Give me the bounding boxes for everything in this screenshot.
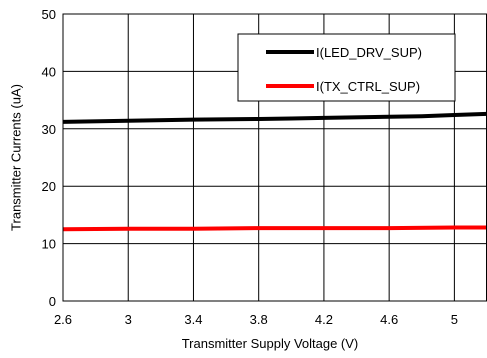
- series-line-1: [62, 225, 487, 232]
- x-tick-label: 3.4: [184, 312, 202, 327]
- x-tick-label: 5: [451, 312, 458, 327]
- y-tick-label: 0: [49, 294, 56, 309]
- y-tick-label: 10: [42, 237, 56, 252]
- series-lines: [62, 111, 487, 232]
- y-tick-label: 40: [42, 64, 56, 79]
- x-tick-label: 3: [125, 312, 132, 327]
- y-tick-label: 30: [42, 122, 56, 137]
- x-tick-label: 4.2: [315, 312, 333, 327]
- legend-box: [237, 33, 456, 102]
- y-axis-ticks: 0 10 20 30 40 50: [42, 7, 56, 309]
- x-tick-label: 2.6: [54, 312, 72, 327]
- x-tick-label: 4.6: [380, 312, 398, 327]
- series-line-0: [62, 111, 487, 124]
- y-tick-label: 50: [42, 7, 56, 22]
- legend-label-led-drv-sup: I(LED_DRV_SUP): [316, 45, 422, 60]
- legend-label-tx-ctrl-sup: I(TX_CTRL_SUP): [316, 79, 420, 94]
- x-axis-title: Transmitter Supply Voltage (V): [182, 336, 359, 351]
- x-tick-label: 3.8: [250, 312, 268, 327]
- y-axis-title: Transmitter Currents (uA): [9, 84, 24, 231]
- x-axis-ticks: 2.6 3 3.4 3.8 4.2 4.6 5: [54, 312, 458, 327]
- y-tick-label: 20: [42, 179, 56, 194]
- legend: I(LED_DRV_SUP) I(TX_CTRL_SUP): [237, 33, 456, 102]
